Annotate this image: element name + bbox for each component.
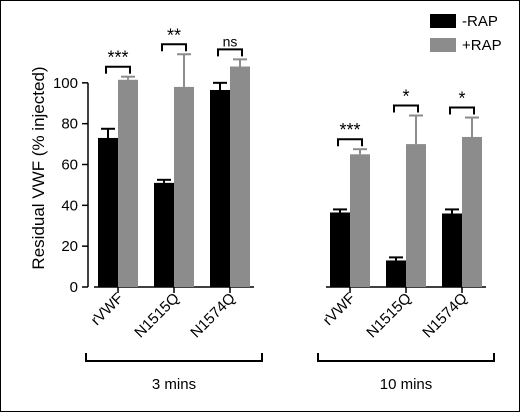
bar xyxy=(462,136,482,287)
x-tick-label: rVWF xyxy=(88,290,127,329)
bar xyxy=(330,212,350,287)
group-bracket xyxy=(317,353,495,362)
legend: -RAP +RAP xyxy=(430,13,502,54)
bar xyxy=(210,89,230,288)
bar xyxy=(406,144,426,287)
x-tick-label: N1515Q xyxy=(363,290,415,342)
significance-label: * xyxy=(402,87,409,107)
y-axis-title: Residual VWF (% injected) xyxy=(29,66,48,269)
legend-label-minus-rap: -RAP xyxy=(462,13,498,30)
y-tick-label: 20 xyxy=(61,238,78,255)
legend-swatch-minus-rap xyxy=(430,14,456,28)
group-bracket xyxy=(85,353,263,362)
x-tick-label: rVWF xyxy=(320,290,359,329)
group-label: 3 mins xyxy=(152,376,196,393)
bar xyxy=(174,86,194,288)
bar xyxy=(230,66,250,287)
legend-swatch-plus-rap xyxy=(430,38,456,52)
y-tick-label: 40 xyxy=(61,197,78,214)
significance-bracket xyxy=(449,106,475,115)
significance-bracket xyxy=(393,104,419,113)
bar xyxy=(118,79,138,287)
y-tick-label: 100 xyxy=(53,75,78,92)
significance-bracket xyxy=(337,138,363,147)
significance-bracket xyxy=(217,48,243,57)
y-tick-label: 0 xyxy=(70,279,78,296)
bar xyxy=(442,213,462,287)
bar xyxy=(154,182,174,287)
significance-bracket xyxy=(161,43,187,52)
group-label: 10 mins xyxy=(380,376,433,393)
y-tick-label: 60 xyxy=(61,157,78,174)
x-tick-label: N1574Q xyxy=(419,290,471,342)
x-tick-label: N1515Q xyxy=(131,290,183,342)
y-tick-label: 80 xyxy=(61,116,78,133)
significance-label: ** xyxy=(167,25,181,45)
bar xyxy=(350,154,370,287)
significance-label: * xyxy=(458,89,465,109)
significance-bracket xyxy=(105,65,131,74)
x-tick-label: N1574Q xyxy=(187,290,239,342)
significance-label: *** xyxy=(339,120,360,140)
significance-label: ns xyxy=(223,33,238,49)
bar xyxy=(386,260,406,287)
significance-label: *** xyxy=(107,48,128,68)
bar xyxy=(98,137,118,287)
legend-label-plus-rap: +RAP xyxy=(462,37,502,54)
